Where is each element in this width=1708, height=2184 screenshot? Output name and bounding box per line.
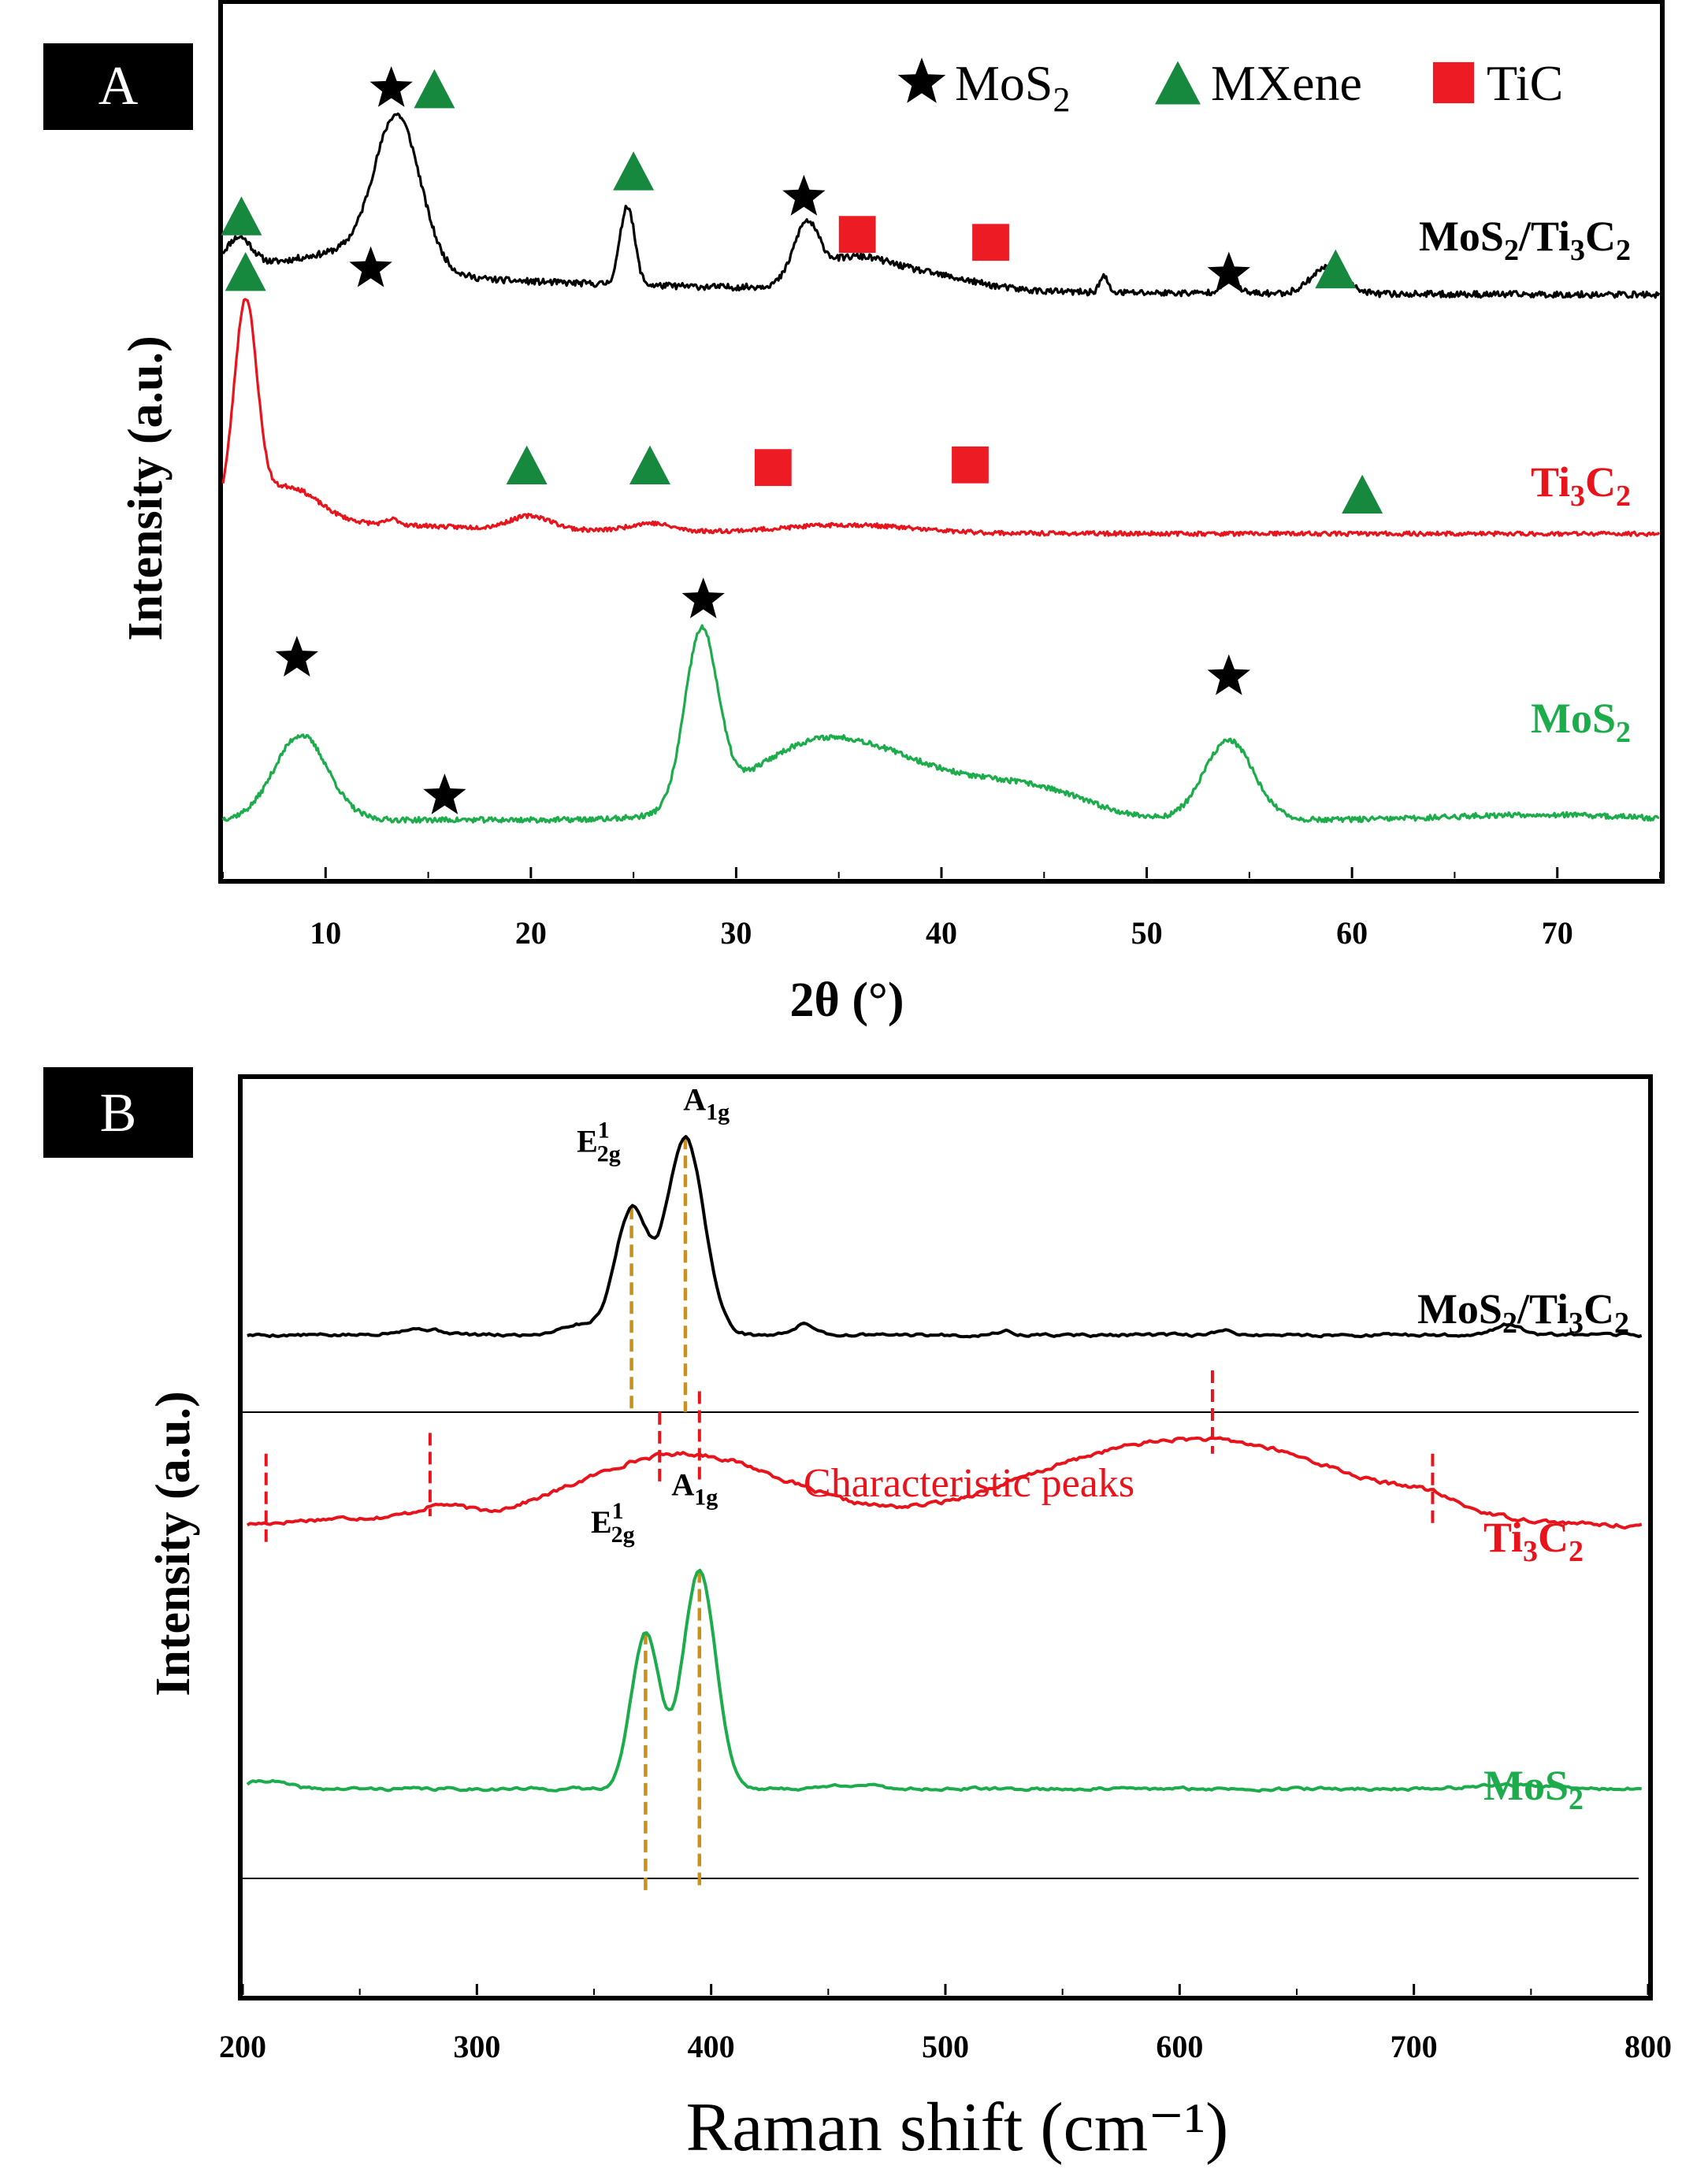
panel-a-series-labels: MoS2/Ti3C2 Ti3C2 MoS2	[1419, 213, 1631, 749]
legend-entry-star: MoS2	[955, 55, 1071, 119]
panel-b-label: B	[100, 1083, 137, 1144]
panel-a-x-ticks: 10 20 30 40 50 60 70	[222, 867, 1661, 951]
panel-b-series-line-0	[247, 1135, 1643, 1339]
panel-a-series-line-0	[221, 112, 1661, 299]
panel-a-tick-label: 50	[1131, 915, 1163, 951]
panel-a-label-box	[43, 43, 193, 130]
legend-entry-triangle: MXene	[1211, 55, 1362, 111]
mxene-triangle-marker	[613, 151, 655, 191]
panel-a-series-line-2	[221, 624, 1660, 824]
legend-entry-square: TiC	[1487, 55, 1563, 111]
peak-label-e: E1 2g	[577, 1118, 621, 1167]
tic-square-marker	[972, 224, 1009, 261]
mos2-star-marker	[1207, 251, 1250, 293]
panel-a-tick-label: 60	[1336, 915, 1368, 951]
panel-a-tick-label: 40	[926, 915, 957, 951]
mos2-star-marker	[782, 174, 826, 216]
panel-b-series-line-2	[246, 1568, 1642, 1793]
panel-b-x-ticks: 200 300 400 500 600 700 800	[219, 1984, 1672, 2064]
panel-b-frame	[238, 1074, 1653, 2000]
mos2-star-marker	[897, 57, 946, 103]
mos2-star-marker	[275, 636, 318, 677]
mos2-star-marker	[1207, 654, 1250, 695]
panel-a-xrd: A 10 20 30 40 50 60 70 MoS2/Ti3C2 Ti3C2 MoS2 MoS…	[43, 0, 1665, 1027]
panel-a-tick-label: 30	[720, 915, 752, 951]
mxene-triangle-marker	[225, 252, 266, 291]
mxene-triangle-marker	[1315, 249, 1357, 289]
panel-b-series-labels: MoS2/Ti3C2 Ti3C2 MoS2	[1417, 1285, 1629, 1816]
mos2-star-marker	[423, 773, 466, 814]
mxene-triangle-marker	[1342, 474, 1383, 514]
panel-a-tick-label: 20	[515, 915, 547, 951]
panel-a-legend: MoS2 MXene TiC	[897, 55, 1563, 119]
mxene-triangle-marker	[506, 445, 548, 484]
panel-b-label-box	[43, 1067, 193, 1158]
panel-b-tick-label: 800	[1624, 2029, 1672, 2064]
panel-a-label: A	[98, 56, 139, 117]
mos2-star-marker	[369, 66, 413, 107]
panel-b-series	[246, 1135, 1643, 1793]
mxene-triangle-marker	[1155, 61, 1201, 105]
panel-b-series-label-2: MoS2	[1483, 1762, 1584, 1816]
panel-b-tick-label: 600	[1156, 2029, 1203, 2064]
tic-square-marker	[952, 446, 989, 484]
panel-b-tick-label: 500	[922, 2029, 969, 2064]
panel-a-tick-label: 70	[1542, 915, 1573, 951]
panel-b-series-label-0: MoS2/Ti3C2	[1417, 1285, 1629, 1340]
panel-a-frame	[218, 0, 1665, 884]
panel-b-tick-label: 400	[688, 2029, 735, 2064]
peak-label-a: A1g	[671, 1467, 718, 1511]
panel-b-tick-label: 700	[1391, 2029, 1438, 2064]
panel-a-series-line-1	[221, 298, 1661, 537]
panel-b-series-label-1: Ti3C2	[1483, 1514, 1584, 1568]
panel-a-x-axis-label: 2θ (°)	[790, 973, 904, 1027]
peak-label-e: E1 2g	[591, 1498, 635, 1548]
panel-b-raman: B 200 300 400 500 600 700 800 E1 2g A1g E1 2g A1g M…	[43, 1067, 1672, 2166]
peak-label-a: A1g	[683, 1082, 730, 1125]
panel-a-tick-label: 10	[310, 915, 341, 951]
mxene-triangle-marker	[221, 196, 262, 235]
panel-a-series	[221, 112, 1661, 824]
mxene-triangle-marker	[414, 69, 455, 109]
panel-b-series-line-1	[246, 1436, 1643, 1530]
mxene-triangle-marker	[629, 445, 670, 484]
tic-square-marker	[754, 449, 792, 487]
tic-square-marker	[1432, 61, 1475, 104]
panel-b-tick-label: 200	[219, 2029, 266, 2064]
mos2-star-marker	[681, 577, 725, 618]
panel-a-series-label-1: Ti3C2	[1531, 458, 1631, 513]
panel-a-y-axis-label: Intensity (a.u.)	[119, 336, 173, 641]
panel-b-y-axis-label: Intensity (a.u.)	[147, 1391, 200, 1696]
panel-b-x-axis-label: Raman shift (cm⁻¹)	[686, 2089, 1229, 2166]
characteristic-peaks-annotation: Characteristic peaks	[804, 1461, 1134, 1506]
panel-b-tick-label: 300	[453, 2029, 500, 2064]
mos2-star-marker	[349, 246, 392, 287]
panel-a-phase-markers	[221, 66, 1383, 814]
tic-square-marker	[838, 216, 876, 254]
panel-a-series-label-2: MoS2	[1531, 695, 1631, 749]
panel-a-series-label-0: MoS2/Ti3C2	[1419, 213, 1631, 267]
panel-b-peak-guides: E1 2g A1g E1 2g A1g	[264, 1082, 1435, 1891]
